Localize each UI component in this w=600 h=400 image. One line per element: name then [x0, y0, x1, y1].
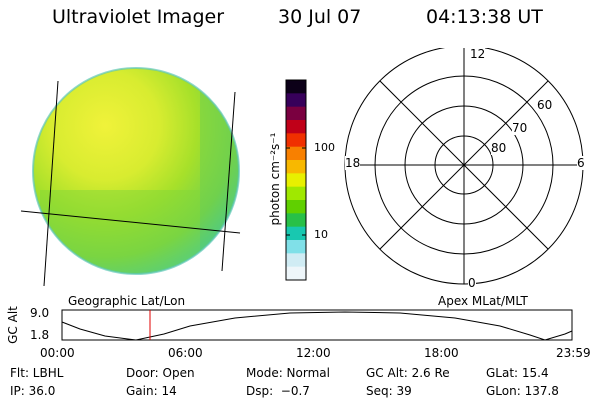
colorbar-band	[286, 226, 306, 241]
gain-info: Gain: 14	[126, 384, 177, 398]
latitude-line	[20, 210, 241, 234]
colorbar-band	[286, 133, 306, 148]
glon-info: GLon: 137.8	[486, 384, 559, 398]
colorbar-band	[286, 253, 306, 268]
colorbar-band	[286, 160, 306, 174]
time-tick-18-00: 18:00	[424, 346, 459, 360]
colorbar-band	[286, 266, 306, 281]
altitude-tick-high: 9.0	[30, 306, 50, 320]
filter-info: Flt: LBHL	[10, 366, 64, 380]
colorbar-band	[286, 80, 306, 94]
gc-alt-info: GC Alt: 2.6 Re	[366, 366, 450, 380]
time-tick-00-00: 00:00	[40, 346, 75, 360]
colorbar-band	[286, 120, 306, 134]
apex-grid-label: Apex MLat/MLT	[438, 294, 528, 308]
mlt-label-0: 0	[468, 276, 476, 290]
colorbar-unit-label: photon cm⁻²s⁻¹	[268, 132, 282, 226]
color-scale-bar	[285, 79, 307, 281]
altitude-plot	[61, 309, 573, 341]
mlt-label-12: 12	[470, 47, 486, 61]
apex-polar-grid	[344, 48, 584, 285]
mode-info: Mode: Normal	[246, 366, 330, 380]
altitude-axis-label: GC Alt	[6, 306, 20, 344]
longitude-line-west	[43, 80, 59, 287]
observation-time: 04:13:38 UT	[426, 6, 543, 28]
colorbar-band	[286, 146, 306, 161]
colorbar-band	[286, 240, 306, 254]
dsp-info: Dsp: −0.7	[246, 384, 310, 398]
colorbar-band	[286, 173, 306, 188]
colorbar-band	[286, 213, 306, 228]
time-tick-12-00: 12:00	[296, 346, 331, 360]
geographic-grid-label: Geographic Lat/Lon	[68, 294, 186, 308]
longitude-line-east	[221, 91, 236, 272]
door-info: Door: Open	[126, 366, 195, 380]
colorbar-band	[286, 106, 306, 121]
observation-date: 30 Jul 07	[278, 6, 362, 28]
seq-info: Seq: 39	[366, 384, 412, 398]
altitude-curve	[61, 311, 573, 341]
mlat-label-80: 80	[491, 141, 507, 155]
colorbar-band	[286, 200, 306, 214]
mlt-label-18: 18	[345, 156, 361, 170]
mlat-label-60: 60	[537, 98, 553, 112]
colorbar-band	[286, 186, 306, 201]
mlt-label-6: 6	[577, 156, 585, 170]
time-tick-23-59: 23:59	[556, 346, 591, 360]
colorbar-tick-10: 10	[314, 228, 328, 241]
ip-info: IP: 36.0	[10, 384, 56, 398]
altitude-tick-low: 1.8	[30, 328, 50, 342]
colorbar-tick-100: 100	[314, 141, 335, 154]
mlat-label-70: 70	[512, 121, 528, 135]
app-title: Ultraviolet Imager	[52, 6, 225, 28]
colorbar-band	[286, 93, 306, 108]
time-tick-06-00: 06:00	[168, 346, 203, 360]
glat-info: GLat: 15.4	[486, 366, 549, 380]
